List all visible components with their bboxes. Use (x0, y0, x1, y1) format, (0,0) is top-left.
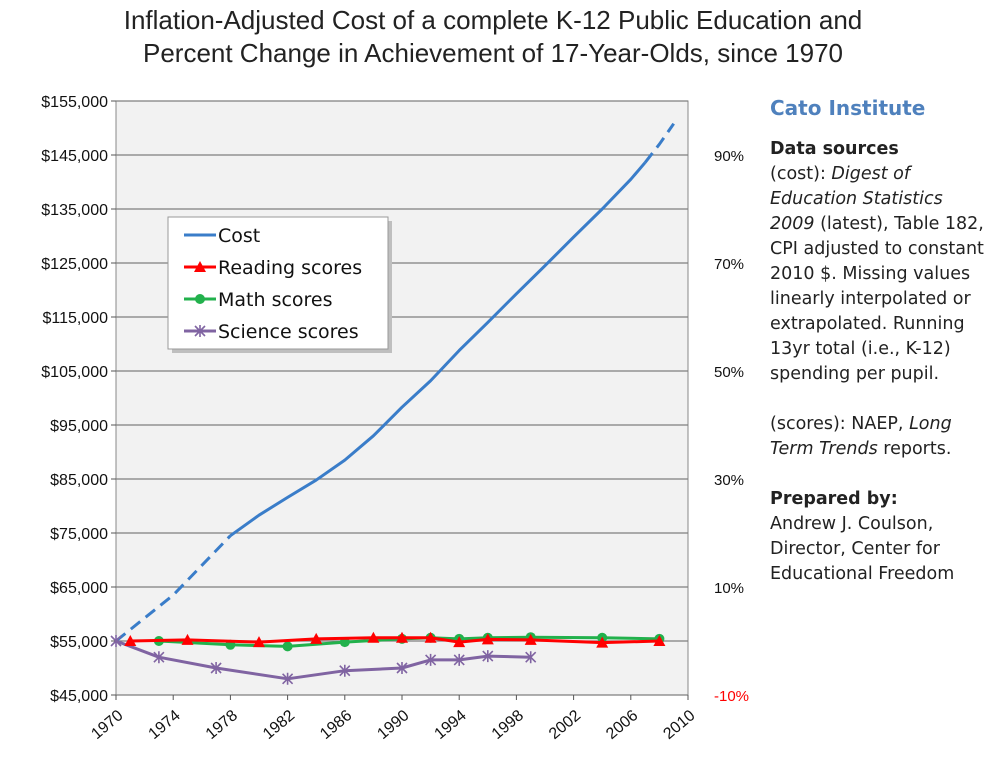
y-right-tick-label: 30% (714, 472, 744, 489)
reading-score-point (396, 631, 408, 643)
sidebar: Cato Institute Data sources (cost): Dige… (770, 96, 984, 587)
reading-score-point (596, 636, 609, 648)
science-scores-line (115, 639, 531, 681)
cost-source-label: (cost): (770, 164, 832, 184)
y-left-tick-label: $145,000 (41, 148, 108, 165)
science-score-point (339, 664, 351, 677)
x-tick-label: 1990 (374, 707, 412, 743)
series-science-scores (110, 635, 537, 685)
reading-score-point (424, 631, 437, 643)
x-tick-label: 2010 (660, 707, 698, 743)
science-score-point (525, 651, 537, 664)
reading-score-point (481, 633, 494, 645)
y-left-tick-label: $95,000 (50, 418, 108, 435)
data-sources-title: Data sources (770, 139, 899, 159)
reading-score-point (181, 633, 194, 645)
score-source-note: (scores): NAEP, Long Term Trends reports… (770, 412, 984, 462)
reading-score-point (367, 631, 380, 643)
series-cost (115, 122, 675, 643)
chart-title: Inflation-Adjusted Cost of a complete K-… (0, 4, 986, 70)
reading-scores-line (130, 636, 660, 645)
series-reading-scores (124, 631, 666, 648)
author-line-1: Andrew J. Coulson, (770, 514, 934, 534)
y-left-tick-label: $105,000 (41, 364, 108, 381)
science-score-point (153, 651, 165, 664)
legend: Cost Reading scores Math scores Science sco… (167, 216, 392, 353)
math-score-point (282, 641, 293, 652)
reading-score-point (124, 635, 137, 646)
legend-label: Reading scores (218, 257, 362, 279)
science-score-point (194, 325, 206, 337)
y-right-tick-label: 10% (714, 580, 744, 597)
y-right-tick-label: 50% (714, 364, 744, 381)
cost-line-segment (643, 122, 675, 164)
score-source-details: reports. (877, 439, 952, 459)
y-right-tick-label: 90% (714, 148, 744, 165)
organization-name: Cato Institute (770, 96, 926, 120)
chart-title-line-2: Percent Change in Achievement of 17-Year… (142, 38, 844, 68)
prepared-by-title: Prepared by: (770, 489, 898, 509)
cost-source-publication: Digest of Education Statistics 2009 (770, 164, 943, 234)
reading-score-point (524, 633, 537, 645)
y-left-tick-label: $45,000 (50, 688, 108, 705)
y-left-tick-label: $135,000 (41, 202, 108, 219)
x-tick-label: 1970 (88, 707, 126, 743)
x-tick-label: 1974 (146, 707, 184, 743)
y-left-tick-label: $115,000 (42, 310, 108, 327)
x-tick-label: 1986 (317, 707, 355, 743)
author-line-2: Director, Center for (770, 539, 940, 559)
x-tick-label: 1982 (260, 707, 298, 743)
cost-line-segment (115, 534, 232, 643)
y-left-tick-label: $75,000 (50, 526, 108, 543)
legend-label: Cost (218, 225, 260, 247)
y-right-tick-label: 70% (714, 256, 744, 273)
score-source-label: (scores): NAEP, (770, 414, 910, 434)
y-left-tick-label: $155,000 (41, 94, 108, 111)
series-layer (110, 122, 675, 685)
science-score-point (425, 653, 437, 666)
science-score-point (282, 672, 294, 685)
author-line-3: Educational Freedom (770, 564, 955, 584)
x-tick-label: 1978 (203, 707, 241, 743)
reading-score-point (194, 261, 206, 272)
y-left-tick-label: $55,000 (50, 634, 108, 651)
y-left-tick-label: $85,000 (50, 472, 108, 489)
reading-score-point (310, 632, 323, 644)
cost-line-segment (229, 161, 647, 537)
plot-area (115, 100, 689, 696)
x-tick-label: 1994 (432, 707, 470, 743)
chart-title-line-1: Inflation-Adjusted Cost of a complete K-… (123, 5, 863, 35)
x-tick-label: 2002 (546, 707, 584, 743)
y-left-tick-label: $65,000 (50, 580, 108, 597)
score-source-publication: Long Term Trends (770, 414, 952, 459)
y-right-tick-label: -10% (714, 688, 749, 705)
math-score-point (195, 294, 205, 304)
reading-score-point (253, 636, 265, 648)
reading-score-point (653, 635, 666, 646)
x-tick-label: 1998 (489, 707, 527, 743)
legend-label: Math scores (218, 289, 333, 311)
science-score-point (482, 650, 494, 663)
science-score-point (396, 662, 408, 674)
x-tick-label: 2006 (603, 707, 641, 743)
y-left-tick-label: $125,000 (41, 256, 108, 273)
legend-label: Science scores (218, 321, 359, 343)
science-score-point (210, 662, 222, 674)
science-score-point (110, 635, 122, 647)
science-score-point (453, 653, 465, 666)
cost-source-details: (latest), Table 182, CPI adjusted to con… (770, 214, 984, 384)
cost-source-note: (cost): Digest of Education Statistics 2… (770, 162, 984, 387)
reading-score-point (453, 636, 466, 648)
